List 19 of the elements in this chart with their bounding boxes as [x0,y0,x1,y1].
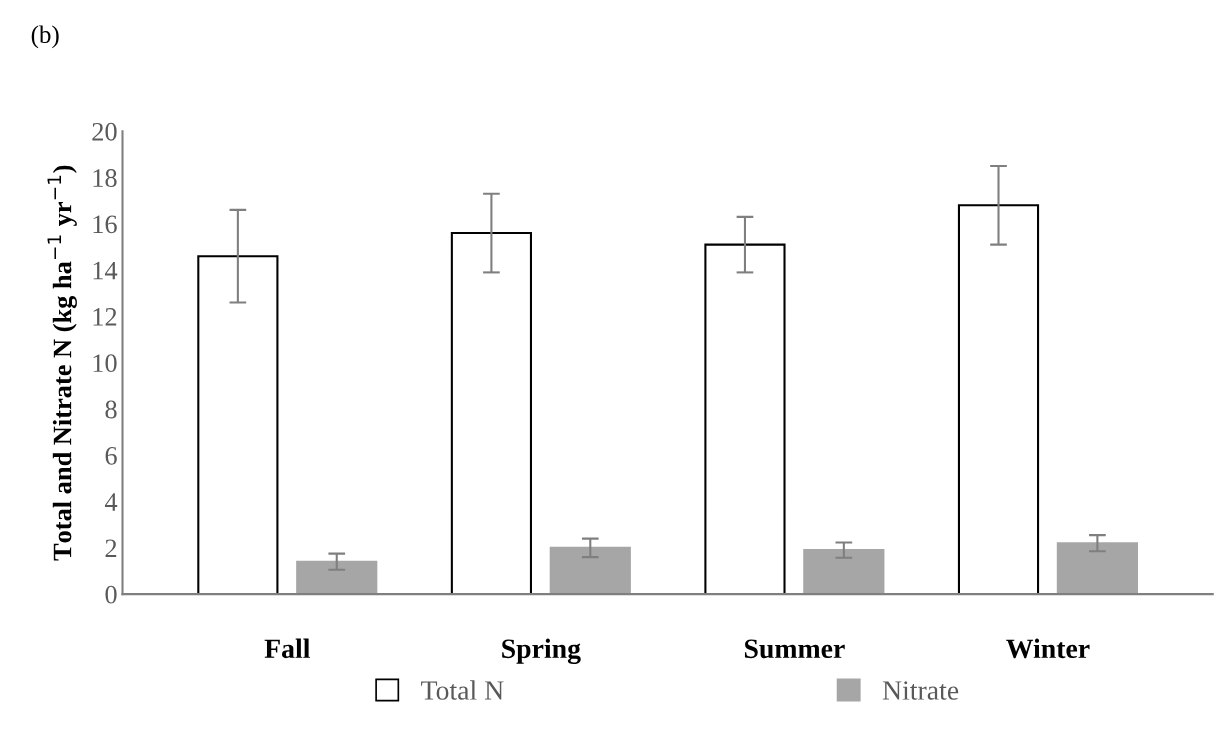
y-tick-label: 8 [105,400,117,419]
y-tick-label: 6 [105,446,117,465]
y-tick-label: 18 [93,169,117,187]
x-tick-label: Summer [744,639,845,659]
y-tick-label: 4 [104,493,118,511]
y-tick-label: 20 [92,122,117,141]
legend-label: Total N [421,680,504,700]
x-tick-label: Spring [502,638,581,664]
y-tick-label: 0 [105,585,117,604]
y-axis-title: Total and Nitrate N (kg ha$^{−1}$ yr$^{−1}$) [47,165,77,561]
chart-title: (b) [31,25,59,49]
legend-label: Nitrate [882,681,959,700]
y-tick-label: 12 [93,308,117,326]
x-tick-label: Winter [1006,638,1090,659]
y-tick-label: 10 [93,354,117,373]
y-tick-label: 14 [93,261,118,280]
y-tick-label: 2 [105,539,117,557]
y-tick-label: 16 [93,215,117,234]
x-tick-label: Fall [264,638,310,659]
